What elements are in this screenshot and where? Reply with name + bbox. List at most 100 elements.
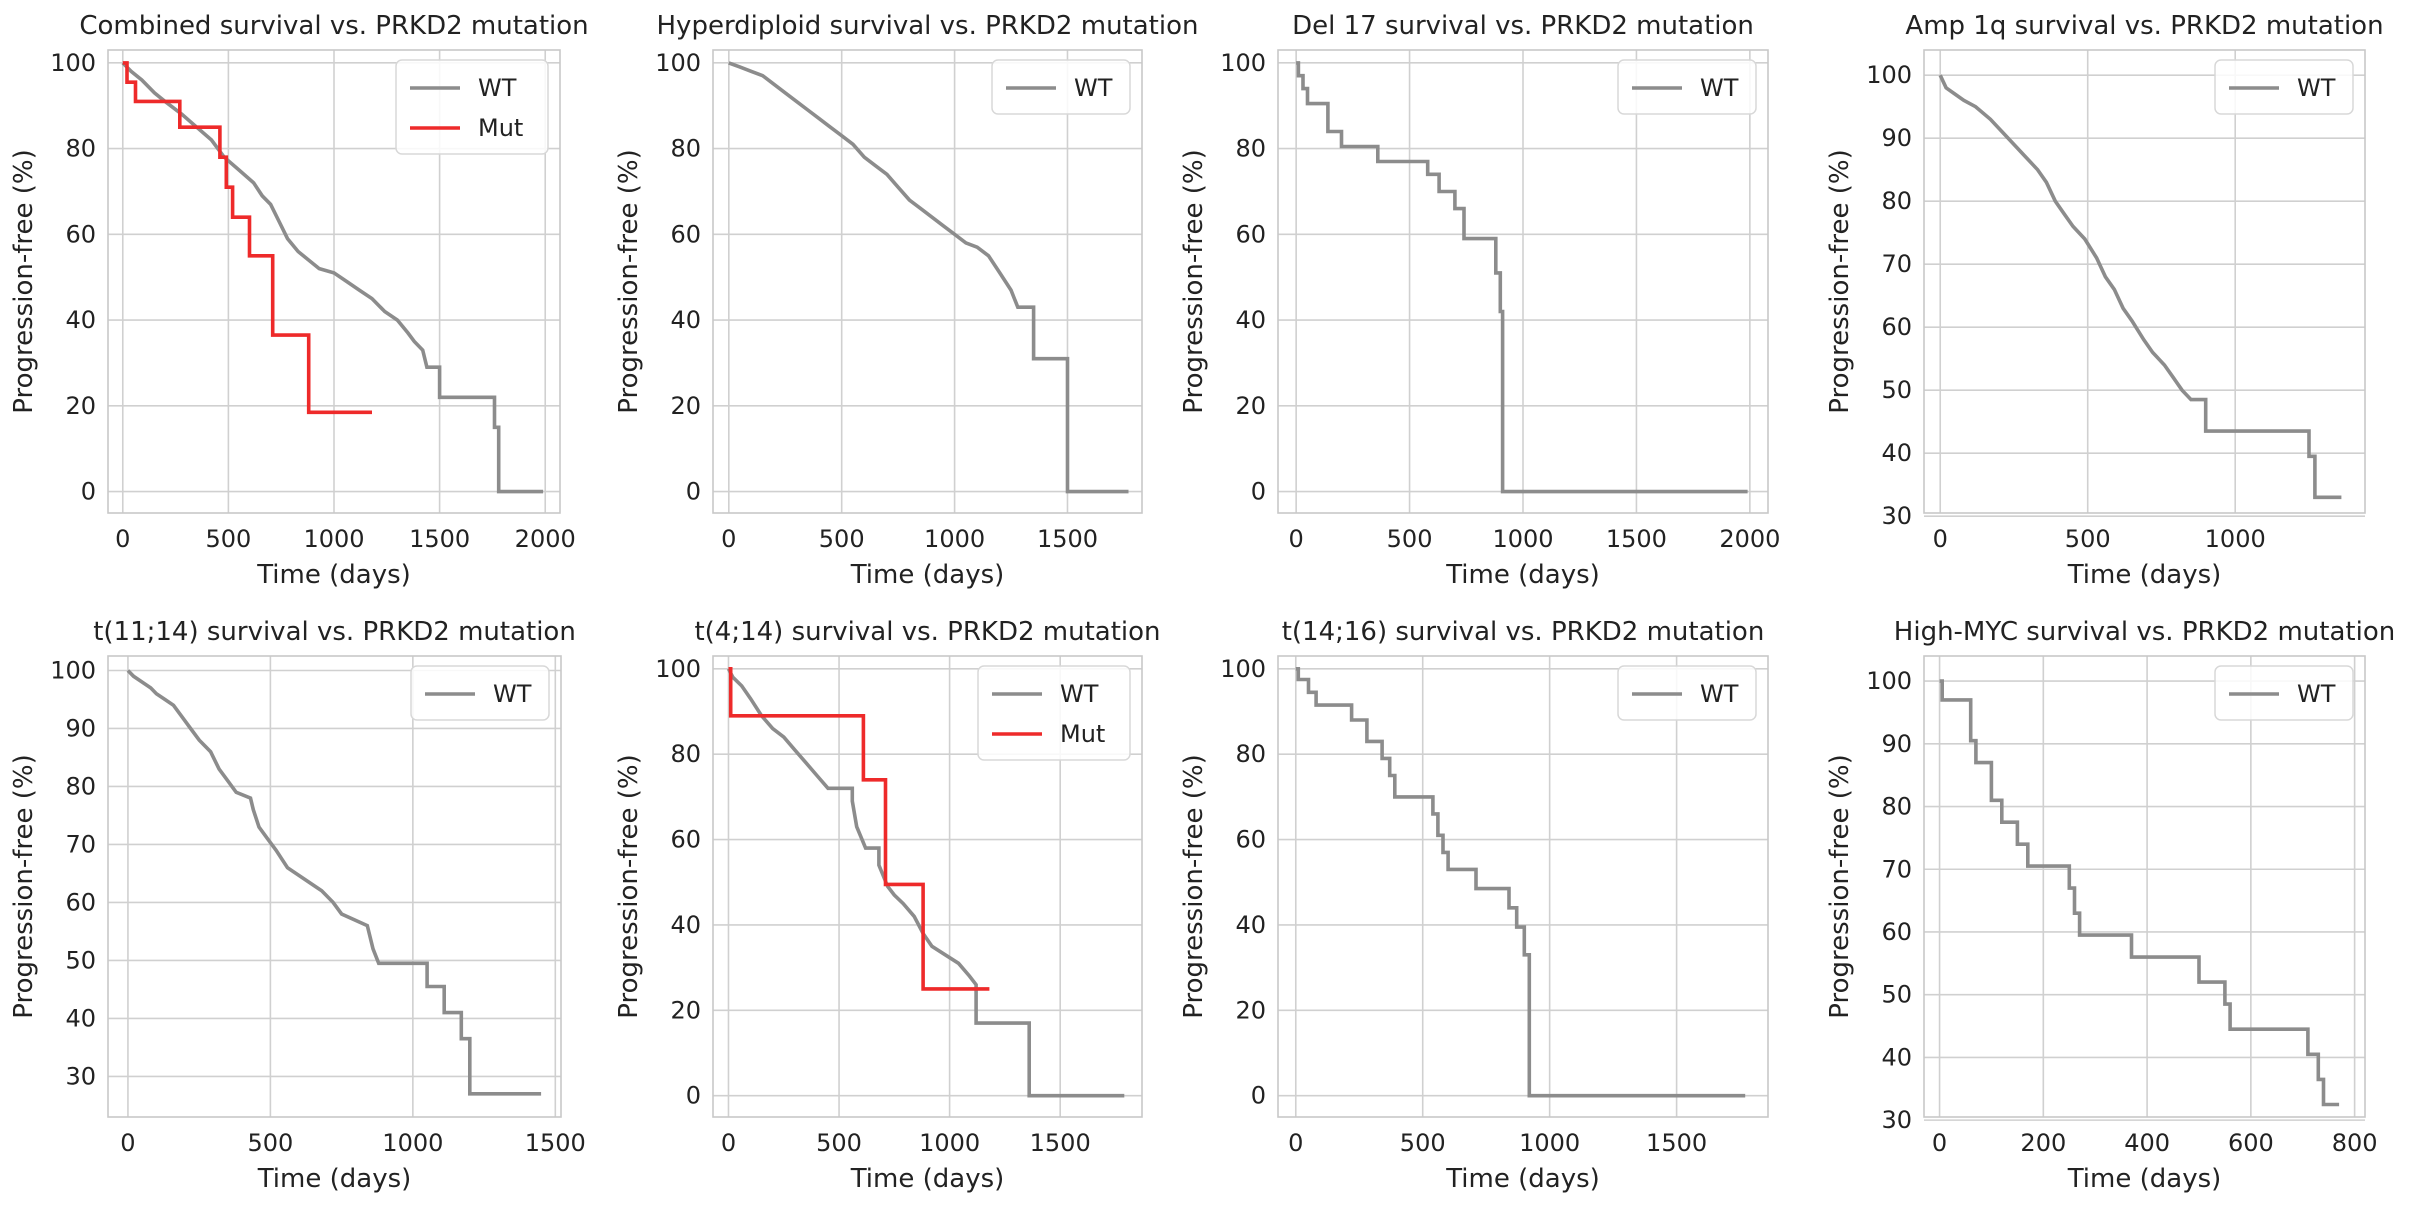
chart-panel-4: 0 500 1000 30 40 50 60 70 80 90 100 Amp 1q survival… (1825, 11, 2384, 590)
x-axis-label: Time (days) (256, 560, 411, 590)
legend: WT (410, 665, 550, 721)
y-tick-label: 80 (670, 135, 701, 163)
x-tick-label: 1500 (1646, 1129, 1707, 1157)
y-tick-label: 20 (1235, 996, 1266, 1024)
legend: WT (2214, 665, 2354, 721)
y-tick-label: 20 (1235, 392, 1266, 420)
y-axis-label: Progression-free (%) (9, 149, 39, 413)
y-tick-label: 40 (65, 1004, 96, 1032)
chart-title: t(11;14) survival vs. PRKD2 mutation (93, 617, 576, 647)
x-tick-label: 2000 (1719, 525, 1780, 553)
plot-frame (1923, 49, 2366, 514)
y-tick-label: 100 (1220, 49, 1266, 77)
y-tick-label: 50 (1881, 981, 1912, 1009)
y-axis-label: Progression-free (%) (1179, 149, 1209, 413)
y-tick-label: 60 (65, 888, 96, 916)
plot-frame (107, 655, 562, 1118)
x-tick-label: 500 (205, 525, 251, 553)
y-axis-label: Progression-free (%) (614, 754, 644, 1018)
x-tick-label: 0 (1932, 1129, 1947, 1157)
legend-label-wt: WT (2297, 74, 2336, 102)
chart-title: Amp 1q survival vs. PRKD2 mutation (1905, 11, 2383, 41)
y-axis-label: Progression-free (%) (1825, 149, 1855, 413)
series-line-wt (726, 667, 1125, 1098)
y-tick-label: 40 (1235, 306, 1266, 334)
y-tick-label: 70 (1881, 250, 1912, 278)
y-tick-label: 90 (1881, 124, 1912, 152)
y-axis-label: Progression-free (%) (1179, 754, 1209, 1018)
legend: WT Mut (977, 665, 1131, 761)
y-tick-label: 50 (65, 946, 96, 974)
legend-label-wt: WT (2297, 680, 2336, 708)
series-line-wt (728, 61, 1129, 494)
plot-frame (1923, 655, 2366, 1118)
y-tick-label: 0 (1251, 1082, 1266, 1110)
y-tick-label: 80 (1235, 740, 1266, 768)
y-tick-label: 100 (50, 656, 96, 684)
x-tick-label: 1000 (919, 1129, 980, 1157)
y-tick-label: 70 (65, 830, 96, 858)
x-axis-label: Time (days) (1445, 560, 1600, 590)
legend-label-wt: WT (1074, 74, 1113, 102)
y-tick-label: 80 (65, 772, 96, 800)
y-tick-label: 100 (655, 49, 701, 77)
chart-panel-3: 0 500 1000 1500 2000 0 20 40 60 80 100 Del 17 survi… (1179, 11, 1780, 590)
y-tick-label: 40 (1881, 439, 1912, 467)
legend-box (395, 59, 549, 155)
y-axis-label: Progression-free (%) (1825, 754, 1855, 1018)
y-tick-label: 100 (1220, 655, 1266, 683)
y-tick-label: 30 (1881, 1106, 1912, 1134)
y-tick-label: 50 (1881, 376, 1912, 404)
y-tick-label: 90 (65, 714, 96, 742)
chart-panel-1: 0 500 1000 1500 2000 0 20 40 60 80 100 Combined sur… (9, 11, 589, 590)
legend-label-wt: WT (478, 74, 517, 102)
x-tick-label: 1500 (1037, 525, 1098, 553)
y-tick-label: 0 (81, 478, 96, 506)
legend-box (991, 59, 1131, 115)
legend-label-wt: WT (1700, 74, 1739, 102)
y-tick-label: 60 (1881, 918, 1912, 946)
y-tick-label: 100 (655, 655, 701, 683)
y-axis-label: Progression-free (%) (614, 149, 644, 413)
x-tick-label: 0 (721, 525, 736, 553)
series-line-wt (1295, 666, 1746, 1098)
chart-panel-2: 0 500 1000 1500 0 20 40 60 80 100 Hyperdiploid sur… (614, 11, 1198, 590)
legend-box (977, 665, 1131, 761)
chart-panel-6: 0 500 1000 1500 0 20 40 60 80 100 t(4;14) survival… (614, 617, 1161, 1194)
plot-frame (107, 49, 561, 514)
x-tick-label: 1500 (409, 525, 470, 553)
legend-box (1617, 59, 1757, 115)
legend-label-wt: WT (1700, 680, 1739, 708)
legend: WT (1617, 665, 1757, 721)
legend-label-mut: Mut (478, 114, 523, 142)
series-line-wt (1938, 74, 2342, 500)
chart-panel-7: 0 500 1000 1500 0 20 40 60 80 100 t(14;16) surviva… (1179, 617, 1769, 1194)
y-tick-label: 20 (670, 996, 701, 1024)
series-line-wt (1939, 679, 2340, 1107)
plot-frame (712, 49, 1143, 514)
x-tick-label: 0 (115, 525, 130, 553)
x-axis-label: Time (days) (257, 1164, 412, 1194)
chart-title: t(14;16) survival vs. PRKD2 mutation (1282, 617, 1765, 647)
chart-title: Hyperdiploid survival vs. PRKD2 mutation (657, 11, 1199, 41)
x-tick-label: 200 (2020, 1129, 2066, 1157)
legend: WT Mut (395, 59, 549, 155)
y-tick-label: 30 (65, 1062, 96, 1090)
series-line-wt (126, 669, 542, 1096)
x-tick-label: 1000 (1519, 1129, 1580, 1157)
x-tick-label: 1500 (525, 1129, 586, 1157)
x-tick-label: 1500 (1030, 1129, 1091, 1157)
legend-label-wt: WT (1060, 680, 1099, 708)
series-line-mut (728, 666, 990, 991)
y-tick-label: 40 (670, 911, 701, 939)
y-tick-label: 80 (1881, 187, 1912, 215)
legend: WT (2214, 59, 2354, 115)
y-tick-label: 80 (65, 135, 96, 163)
y-tick-label: 60 (65, 220, 96, 248)
legend-box (410, 665, 550, 721)
legend: WT (991, 59, 1131, 115)
series-line-wt (1296, 61, 1748, 494)
y-tick-label: 100 (1866, 667, 1912, 695)
x-tick-label: 0 (120, 1129, 135, 1157)
